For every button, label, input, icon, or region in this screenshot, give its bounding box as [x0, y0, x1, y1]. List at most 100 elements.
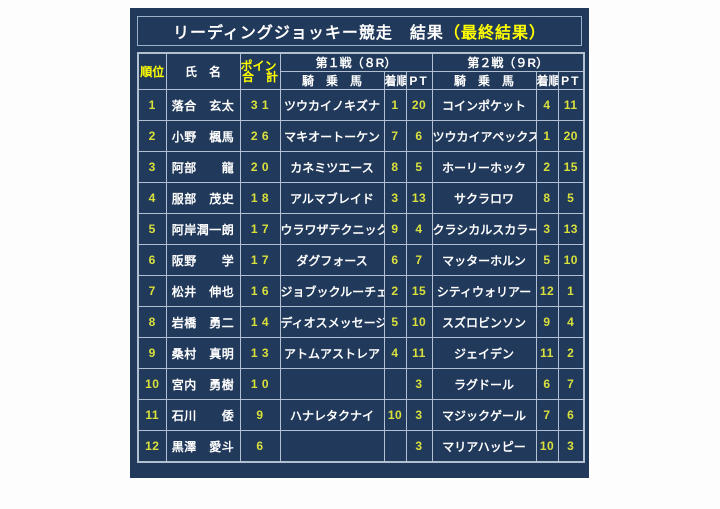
race2-horse-cell: ツウカイアペックス [431, 120, 537, 152]
race1-horse-cell [279, 430, 385, 463]
race2-pt-cell: 1 [557, 275, 585, 307]
table-row: 12 黒澤 愛斗 6 3 マリアハッピー 10 3 [137, 430, 585, 463]
jockey-name-cell: 石川 倭 [165, 399, 241, 431]
header-row-races: 順位 氏 名 ポイント 合 計 第１戦（８R） 第２戦（９R） [137, 52, 585, 90]
rank-cell: 2 [137, 120, 167, 152]
jockey-name-cell: 岩橋 勇二 [165, 306, 241, 338]
race2-position-cell: 7 [535, 399, 559, 431]
jockey-name-cell: 服部 茂史 [165, 182, 241, 214]
rank-cell: 3 [137, 151, 167, 183]
jockey-name-cell: 阪野 学 [165, 244, 241, 276]
race1-header: 第１戦（８R） [279, 52, 433, 72]
race1-position-cell [383, 368, 407, 400]
total-points-header-line2: 合 計 [241, 69, 278, 84]
total-points-cell: 1 7 [239, 244, 281, 276]
race2-horse-cell: ホーリーホック [431, 151, 537, 183]
race1-horse-cell: ディオスメッセージ [279, 306, 385, 338]
race2-position-cell: 5 [535, 244, 559, 276]
total-points-cell: 1 6 [239, 275, 281, 307]
race2-position-cell: 12 [535, 275, 559, 307]
race1-pt-cell: 10 [405, 306, 433, 338]
race1-pt-header: PT [405, 71, 433, 90]
header-row-columns: 騎 乗 馬 着順 PT 騎 乗 馬 着順 PT [138, 71, 585, 90]
table-row: 4 服部 茂史 1 8 アルマブレイド 3 13 サクラロワ 8 5 [137, 182, 585, 214]
race2-position-cell: 4 [535, 89, 559, 121]
race2-pt-cell: 7 [557, 368, 585, 400]
race1-horse-header: 騎 乗 馬 [279, 71, 385, 90]
rank-cell: 9 [137, 337, 167, 369]
race2-horse-cell: ラグドール [431, 368, 537, 400]
race2-horse-cell: マッターホルン [431, 244, 537, 276]
race1-horse-cell: アトムアストレア [279, 337, 385, 369]
table-row: 7 松井 伸也 1 6 ジョブックルーチェ 2 15 シティウォリアー 12 1 [137, 275, 585, 307]
rank-header: 順位 [137, 52, 167, 90]
race1-pt-cell: 3 [405, 368, 433, 400]
race2-pt-cell: 15 [557, 151, 585, 183]
race2-position-cell: 11 [535, 337, 559, 369]
race2-horse-cell: クラシカルスカラー [431, 213, 537, 245]
rank-cell: 8 [137, 306, 167, 338]
race2-horse-cell: コインポケット [431, 89, 537, 121]
race1-position-cell: 2 [383, 275, 407, 307]
jockey-name-cell: 阿部 龍 [165, 151, 241, 183]
jockey-name-cell: 落合 玄太 [165, 89, 241, 121]
race1-pt-cell: 7 [405, 244, 433, 276]
race1-position-cell: 1 [383, 89, 407, 121]
title-main: リーディングジョッキー競走 結果 [173, 25, 444, 42]
total-points-header-line1: ポイント [240, 58, 279, 73]
rank-cell: 6 [137, 244, 167, 276]
rank-cell: 4 [137, 182, 167, 214]
race2-horse-header: 騎 乗 馬 [431, 71, 537, 90]
race2-pt-cell: 3 [557, 430, 585, 463]
race2-position-cell: 1 [535, 120, 559, 152]
race1-position-cell: 6 [383, 244, 407, 276]
race1-pt-cell: 3 [405, 430, 433, 463]
title-highlight: （最終結果） [443, 25, 546, 42]
jockey-name-cell: 小野 楓馬 [165, 120, 241, 152]
rank-cell: 7 [137, 275, 167, 307]
race2-pt-cell: 20 [557, 120, 585, 152]
race1-horse-cell [279, 368, 385, 400]
page-title: リーディングジョッキー競走 結果 （最終結果） [137, 16, 582, 46]
race2-pt-header: PT [557, 71, 585, 90]
race1-position-cell [383, 430, 407, 463]
race1-pt-cell: 4 [405, 213, 433, 245]
table-row: 11 石川 倭 9 ハナレタクナイ 10 3 マジックゲール 7 6 [137, 399, 585, 431]
race1-position-cell: 5 [383, 306, 407, 338]
race2-header: 第２戦（９R） [431, 52, 585, 72]
rank-cell: 1 [137, 89, 167, 121]
race1-position-cell: 8 [383, 151, 407, 183]
race2-horse-cell: ジェイデン [431, 337, 537, 369]
race2-pt-cell: 13 [557, 213, 585, 245]
total-points-header: ポイント 合 計 [239, 52, 281, 90]
race2-pt-cell: 4 [557, 306, 585, 338]
race2-position-cell: 2 [535, 151, 559, 183]
race2-pt-cell: 2 [557, 337, 585, 369]
race2-pt-cell: 11 [557, 89, 585, 121]
table-row: 5 阿岸潤一朗 1 7 ウラワザテクニック 9 4 クラシカルスカラー 3 13 [137, 213, 585, 245]
race2-horse-cell: マジックゲール [431, 399, 537, 431]
race2-pt-cell: 10 [557, 244, 585, 276]
race1-position-cell: 3 [383, 182, 407, 214]
race2-position-cell: 9 [535, 306, 559, 338]
table-row: 9 桑村 真明 1 3 アトムアストレア 4 11 ジェイデン 11 2 [137, 337, 585, 369]
race2-position-header: 着順 [535, 71, 559, 90]
total-points-cell: 2 0 [239, 151, 281, 183]
race2-position-cell: 10 [535, 430, 559, 463]
race1-horse-cell: アルマブレイド [279, 182, 385, 214]
race1-horse-cell: ハナレタクナイ [279, 399, 385, 431]
jockey-name-cell: 黒澤 愛斗 [165, 430, 241, 463]
race2-horse-cell: スズロビンソン [431, 306, 537, 338]
race2-position-cell: 6 [535, 368, 559, 400]
race2-horse-cell: サクラロワ [431, 182, 537, 214]
total-points-cell: 1 0 [239, 368, 281, 400]
results-table: 順位 氏 名 ポイント 合 計 第１戦（８R） 第２戦（９R） 騎 乗 馬 着順… [137, 52, 586, 463]
total-points-cell: 1 8 [239, 182, 281, 214]
race1-pt-cell: 5 [405, 151, 433, 183]
jockey-name-cell: 松井 伸也 [165, 275, 241, 307]
results-panel: リーディングジョッキー競走 結果（最終結果） 順位 氏 名 ポイント [130, 8, 589, 478]
race1-position-cell: 10 [383, 399, 407, 431]
